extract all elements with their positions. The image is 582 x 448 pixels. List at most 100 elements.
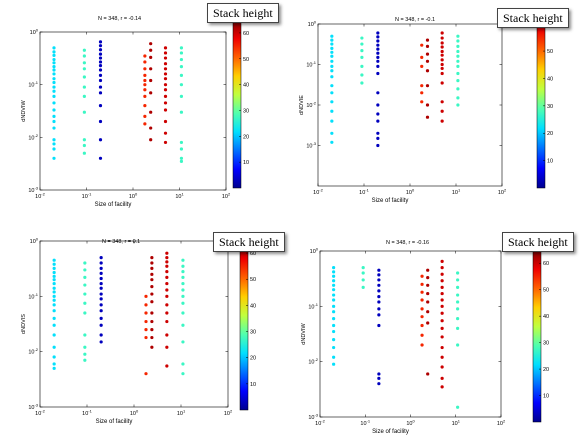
data-point <box>99 303 103 307</box>
stats-label: N = 348, r = -0.16 <box>386 240 429 246</box>
data-point <box>440 335 444 339</box>
data-point <box>163 131 168 135</box>
data-point <box>150 335 154 340</box>
x-tick-label: 10-1 <box>82 409 92 418</box>
stats-label: N = 348, r = 0.1 <box>102 239 140 245</box>
x-tick-label: 101 <box>452 188 461 197</box>
data-point <box>377 376 381 380</box>
data-point <box>376 39 380 43</box>
plot-area <box>39 240 229 408</box>
colorbar-tick-label: 30 <box>250 330 256 336</box>
data-point <box>456 59 460 63</box>
data-point <box>456 71 460 76</box>
data-point <box>332 283 336 287</box>
data-point <box>98 104 103 108</box>
data-point <box>181 258 185 262</box>
data-point <box>52 294 56 298</box>
data-point <box>82 94 86 98</box>
data-point <box>82 48 86 52</box>
data-point <box>52 114 56 118</box>
data-point <box>82 85 86 89</box>
data-point <box>330 54 334 58</box>
data-point <box>82 151 86 155</box>
data-point <box>420 323 424 328</box>
data-point <box>144 294 148 298</box>
data-point <box>149 126 153 130</box>
data-point <box>332 270 336 274</box>
y-tick-label: 10-1 <box>28 80 38 89</box>
data-point <box>52 147 56 151</box>
data-point <box>82 54 86 58</box>
colorbar <box>532 249 542 423</box>
data-point <box>83 261 87 265</box>
colorbar-tick-label: 50 <box>243 57 249 63</box>
data-point <box>360 81 364 85</box>
data-point <box>377 323 381 328</box>
data-point <box>98 48 103 52</box>
data-point <box>330 100 334 104</box>
data-point <box>440 109 444 113</box>
data-point <box>376 43 380 47</box>
data-point <box>150 266 154 270</box>
data-point <box>420 274 424 278</box>
data-point <box>456 307 460 311</box>
data-point <box>82 75 86 79</box>
data-point <box>163 72 168 76</box>
data-point <box>440 41 444 45</box>
data-point <box>330 59 334 63</box>
data-point <box>52 298 56 302</box>
data-point <box>165 251 169 255</box>
colorbar <box>239 239 249 411</box>
data-point <box>52 119 56 124</box>
data-point <box>150 292 154 296</box>
data-point <box>83 358 87 362</box>
x-tick-label: 10-1 <box>82 192 92 201</box>
data-point <box>165 260 169 264</box>
data-point <box>377 300 381 304</box>
y-tick-label: 100 <box>308 20 317 29</box>
data-point <box>52 316 56 320</box>
data-point <box>52 345 56 349</box>
data-point <box>440 326 444 330</box>
data-point <box>82 138 86 142</box>
data-point <box>420 315 424 319</box>
data-point <box>376 55 380 59</box>
plot-area <box>39 31 227 191</box>
data-point <box>332 266 336 270</box>
data-point <box>332 362 336 366</box>
data-point <box>150 311 154 315</box>
data-point <box>456 405 460 409</box>
data-point <box>52 61 56 65</box>
data-point <box>83 301 87 305</box>
data-point <box>440 311 444 315</box>
colorbar-tick-label: 30 <box>243 108 249 114</box>
data-point <box>330 69 334 73</box>
data-point <box>426 372 430 376</box>
colorbar <box>536 9 546 189</box>
data-point <box>52 258 56 262</box>
data-point <box>99 340 103 344</box>
data-point <box>376 143 380 148</box>
data-point <box>52 108 56 112</box>
colorbar-tick-label: 10 <box>547 159 553 165</box>
data-point <box>165 311 169 315</box>
data-point <box>440 71 444 76</box>
data-point <box>52 366 56 370</box>
data-point <box>83 275 87 279</box>
x-tick-label: 10-1 <box>359 188 369 197</box>
data-point <box>150 328 154 332</box>
x-axis-label: Size of facility <box>372 429 409 435</box>
data-point <box>361 278 365 282</box>
data-point <box>420 290 424 294</box>
y-axis-label: dNDVIE <box>299 95 305 115</box>
y-tick-label: 100 <box>30 237 39 246</box>
data-point <box>456 285 460 289</box>
data-point <box>425 115 430 119</box>
data-point <box>99 309 103 313</box>
data-point <box>52 50 56 54</box>
data-point <box>83 292 87 296</box>
data-point <box>440 31 444 35</box>
data-point <box>420 298 424 302</box>
data-point <box>456 317 460 321</box>
